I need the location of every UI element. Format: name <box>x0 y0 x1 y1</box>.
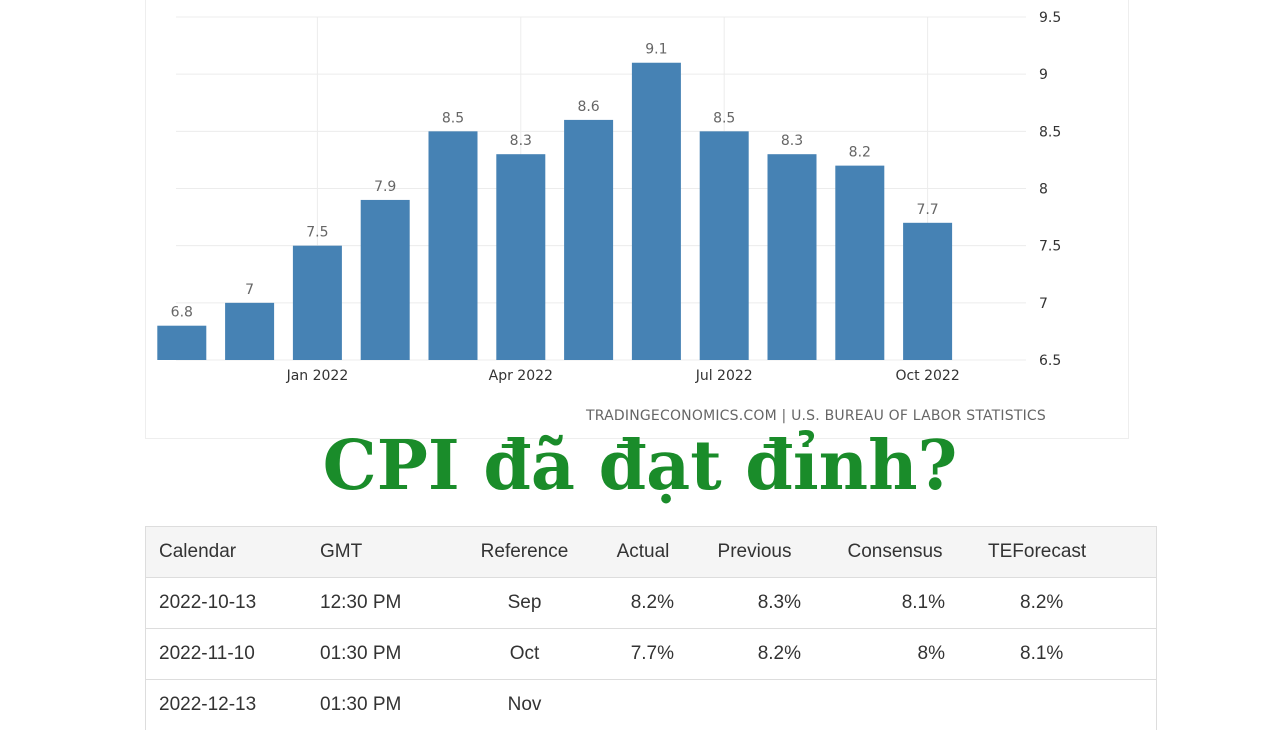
column-header-gmt: GMT <box>320 527 457 578</box>
bar-jan-2022 <box>293 246 342 360</box>
data-label: 7 <box>245 282 254 298</box>
cell-teforecast <box>975 680 1157 730</box>
cell-gmt: 01:30 PM <box>320 680 457 730</box>
cell-reference: Sep <box>457 578 592 629</box>
cell-consensus: 8% <box>815 629 975 680</box>
bar-apr-2022 <box>496 154 545 360</box>
cell-actual: 7.7% <box>592 629 694 680</box>
cell-reference: Nov <box>457 680 592 730</box>
bar-mar-2022 <box>429 131 478 360</box>
cell-calendar: 2022-11-10 <box>146 629 321 680</box>
table-row: 2022-12-13 01:30 PM Nov <box>146 680 1157 730</box>
bar-chart-svg: 6.8 7 7.5 7.9 8.5 8.3 8.6 9.1 8.5 8.3 8.2 7.7 6.5 7 7… <box>146 0 1130 439</box>
column-header-previous: Previous <box>694 527 815 578</box>
data-label: 8.6 <box>577 99 599 115</box>
data-label: 8.5 <box>713 110 735 126</box>
bar-aug-2022 <box>768 154 817 360</box>
y-tick-label: 8 <box>1039 182 1048 198</box>
data-label: 7.9 <box>374 179 396 195</box>
cell-previous: 8.3% <box>694 578 815 629</box>
cell-consensus <box>815 680 975 730</box>
data-label: 7.5 <box>306 225 328 241</box>
cell-teforecast: 8.2% <box>975 578 1157 629</box>
column-header-teforecast: TEForecast <box>975 527 1157 578</box>
cell-previous: 8.2% <box>694 629 815 680</box>
data-label: 8.5 <box>442 110 464 126</box>
column-header-reference: Reference <box>457 527 592 578</box>
y-tick-label: 9 <box>1039 67 1048 83</box>
y-tick-label: 8.5 <box>1039 124 1061 140</box>
x-tick-label: Jul 2022 <box>695 368 753 384</box>
y-tick-label: 6.5 <box>1039 353 1061 369</box>
table-row: 2022-10-13 12:30 PM Sep 8.2% 8.3% 8.1% 8… <box>146 578 1157 629</box>
cell-calendar: 2022-10-13 <box>146 578 321 629</box>
cell-consensus: 8.1% <box>815 578 975 629</box>
cell-actual: 8.2% <box>592 578 694 629</box>
data-label: 6.8 <box>171 305 193 321</box>
bar-sep-2022 <box>835 166 884 360</box>
page-headline: CPI đã đạt đỉnh? <box>0 430 1280 502</box>
cell-actual <box>592 680 694 730</box>
data-label: 8.3 <box>781 133 803 149</box>
cell-previous <box>694 680 815 730</box>
x-tick-label: Oct 2022 <box>895 368 959 384</box>
table-row: 2022-11-10 01:30 PM Oct 7.7% 8.2% 8% 8.1… <box>146 629 1157 680</box>
cell-gmt: 01:30 PM <box>320 629 457 680</box>
chart-source: TRADINGECONOMICS.COM | U.S. BUREAU OF LA… <box>585 408 1046 424</box>
y-tick-label: 9.5 <box>1039 10 1061 26</box>
data-label: 9.1 <box>645 42 667 58</box>
calendar-table: Calendar GMT Reference Actual Previous C… <box>145 526 1157 730</box>
bar-dec-2021 <box>225 303 274 360</box>
column-header-consensus: Consensus <box>815 527 975 578</box>
bar-jul-2022 <box>700 131 749 360</box>
bar-oct-2022 <box>903 223 952 360</box>
data-label: 8.2 <box>849 145 871 161</box>
y-tick-label: 7 <box>1039 296 1048 312</box>
y-tick-label: 7.5 <box>1039 239 1061 255</box>
data-label: 8.3 <box>510 133 532 149</box>
x-tick-label: Apr 2022 <box>489 368 553 384</box>
cell-reference: Oct <box>457 629 592 680</box>
bar-feb-2022 <box>361 200 410 360</box>
bar-may-2022 <box>564 120 613 360</box>
table-header-row: Calendar GMT Reference Actual Previous C… <box>146 527 1157 578</box>
cell-teforecast: 8.1% <box>975 629 1157 680</box>
cell-gmt: 12:30 PM <box>320 578 457 629</box>
cpi-chart: 6.8 7 7.5 7.9 8.5 8.3 8.6 9.1 8.5 8.3 8.2 7.7 6.5 7 7… <box>145 0 1129 439</box>
column-header-calendar: Calendar <box>146 527 321 578</box>
bar-jun-2022 <box>632 63 681 360</box>
x-tick-label: Jan 2022 <box>286 368 349 384</box>
data-label: 7.7 <box>916 202 938 218</box>
cell-calendar: 2022-12-13 <box>146 680 321 730</box>
column-header-actual: Actual <box>592 527 694 578</box>
bar-nov-2021 <box>157 326 206 360</box>
